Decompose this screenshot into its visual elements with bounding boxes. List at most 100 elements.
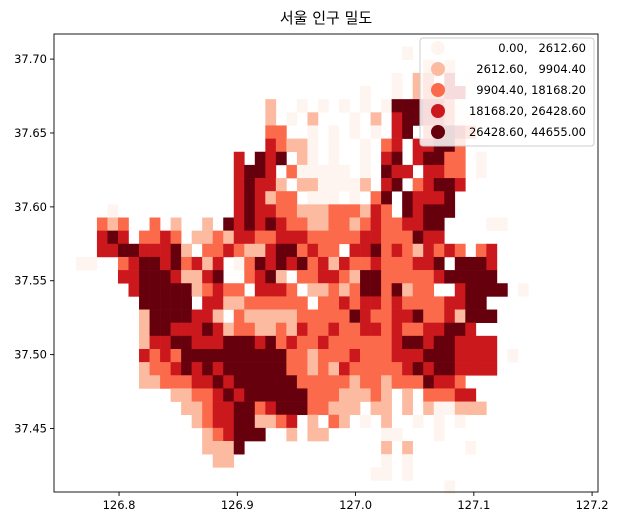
map-cell xyxy=(149,243,161,258)
map-cell xyxy=(233,427,245,442)
map-cell xyxy=(391,178,403,192)
map-cell xyxy=(402,256,413,271)
map-cell xyxy=(475,151,487,166)
map-cell xyxy=(360,270,371,284)
map-cell xyxy=(360,296,371,310)
map-cell xyxy=(412,335,424,350)
map-cell xyxy=(296,388,308,402)
map-cell xyxy=(139,296,150,310)
map-cell xyxy=(265,256,277,271)
map-cell xyxy=(486,348,498,363)
map-cell xyxy=(265,125,277,139)
map-cell xyxy=(75,256,87,271)
map-cell xyxy=(244,296,256,310)
map-cell xyxy=(212,414,224,429)
map-cell xyxy=(233,178,245,192)
map-cell xyxy=(402,243,413,258)
map-cell xyxy=(149,309,161,323)
map-cell xyxy=(233,388,245,402)
map-cell xyxy=(349,230,361,245)
map-cell xyxy=(465,441,477,455)
map-cell xyxy=(465,388,477,402)
map-cell xyxy=(328,204,340,218)
map-cell xyxy=(139,348,150,363)
map-cell xyxy=(212,362,224,376)
map-cell xyxy=(360,99,371,113)
map-cell xyxy=(223,335,235,350)
map-cell xyxy=(307,230,319,245)
map-cell xyxy=(475,256,487,271)
map-cell xyxy=(223,322,235,337)
map-cell xyxy=(107,217,119,231)
map-cell xyxy=(181,335,192,350)
map-cell xyxy=(307,256,319,271)
map-cell xyxy=(254,270,266,284)
map-cell xyxy=(328,243,340,258)
map-cell xyxy=(160,270,171,284)
map-cell xyxy=(317,401,329,416)
map-cell xyxy=(433,191,445,205)
map-cell xyxy=(402,217,413,231)
map-cell xyxy=(212,283,224,297)
map-cell xyxy=(360,204,371,218)
map-cell xyxy=(223,401,235,416)
map-cell xyxy=(360,348,371,363)
map-cell xyxy=(433,309,445,323)
map-cell xyxy=(170,322,182,337)
map-cell xyxy=(370,204,382,218)
map-cell xyxy=(423,178,435,192)
map-cell xyxy=(349,256,361,271)
map-cell xyxy=(496,283,508,297)
map-cell xyxy=(370,112,382,126)
map-cell xyxy=(402,401,413,416)
map-cell xyxy=(391,72,403,87)
map-cell xyxy=(349,348,361,363)
map-cell xyxy=(286,112,298,126)
map-cell xyxy=(360,178,371,192)
map-cell xyxy=(328,283,340,297)
map-cell xyxy=(296,375,308,389)
map-cell xyxy=(317,375,329,389)
map-cell xyxy=(265,164,277,179)
map-cell xyxy=(191,375,203,389)
map-cell xyxy=(96,217,108,231)
map-cell xyxy=(412,230,424,245)
map-cell xyxy=(265,99,277,113)
map-cell xyxy=(465,270,477,284)
map-cell xyxy=(244,270,256,284)
map-cell xyxy=(307,191,319,205)
map-cell xyxy=(317,230,329,245)
map-cell xyxy=(475,362,487,376)
map-cell xyxy=(265,112,277,126)
map-cell xyxy=(244,230,256,245)
map-cell xyxy=(296,348,308,363)
map-cell xyxy=(454,256,466,271)
map-cell xyxy=(296,322,308,337)
map-cell xyxy=(307,178,319,192)
legend-label: 26428.60, 44655.00 xyxy=(469,125,586,139)
map-cell xyxy=(244,414,256,429)
map-cell xyxy=(444,270,456,284)
map-cell xyxy=(275,191,287,205)
map-cell xyxy=(328,362,340,376)
map-cell xyxy=(254,151,266,166)
map-cell xyxy=(128,270,140,284)
map-cell xyxy=(444,191,456,205)
map-cell xyxy=(202,414,214,429)
map-cell xyxy=(381,335,392,350)
map-cell xyxy=(244,362,256,376)
map-cell xyxy=(191,309,203,323)
map-cell xyxy=(254,362,266,376)
map-cell xyxy=(349,322,361,337)
map-cell xyxy=(349,335,361,350)
map-cell xyxy=(149,362,161,376)
map-cell xyxy=(339,296,350,310)
map-cell xyxy=(381,467,392,481)
map-cell xyxy=(128,243,140,258)
map-cell xyxy=(412,112,424,126)
legend-label: 9904.40, 18168.20 xyxy=(473,83,586,97)
map-cell xyxy=(433,164,445,179)
map-cell xyxy=(233,401,245,416)
map-cell xyxy=(265,270,277,284)
map-cell xyxy=(370,191,382,205)
